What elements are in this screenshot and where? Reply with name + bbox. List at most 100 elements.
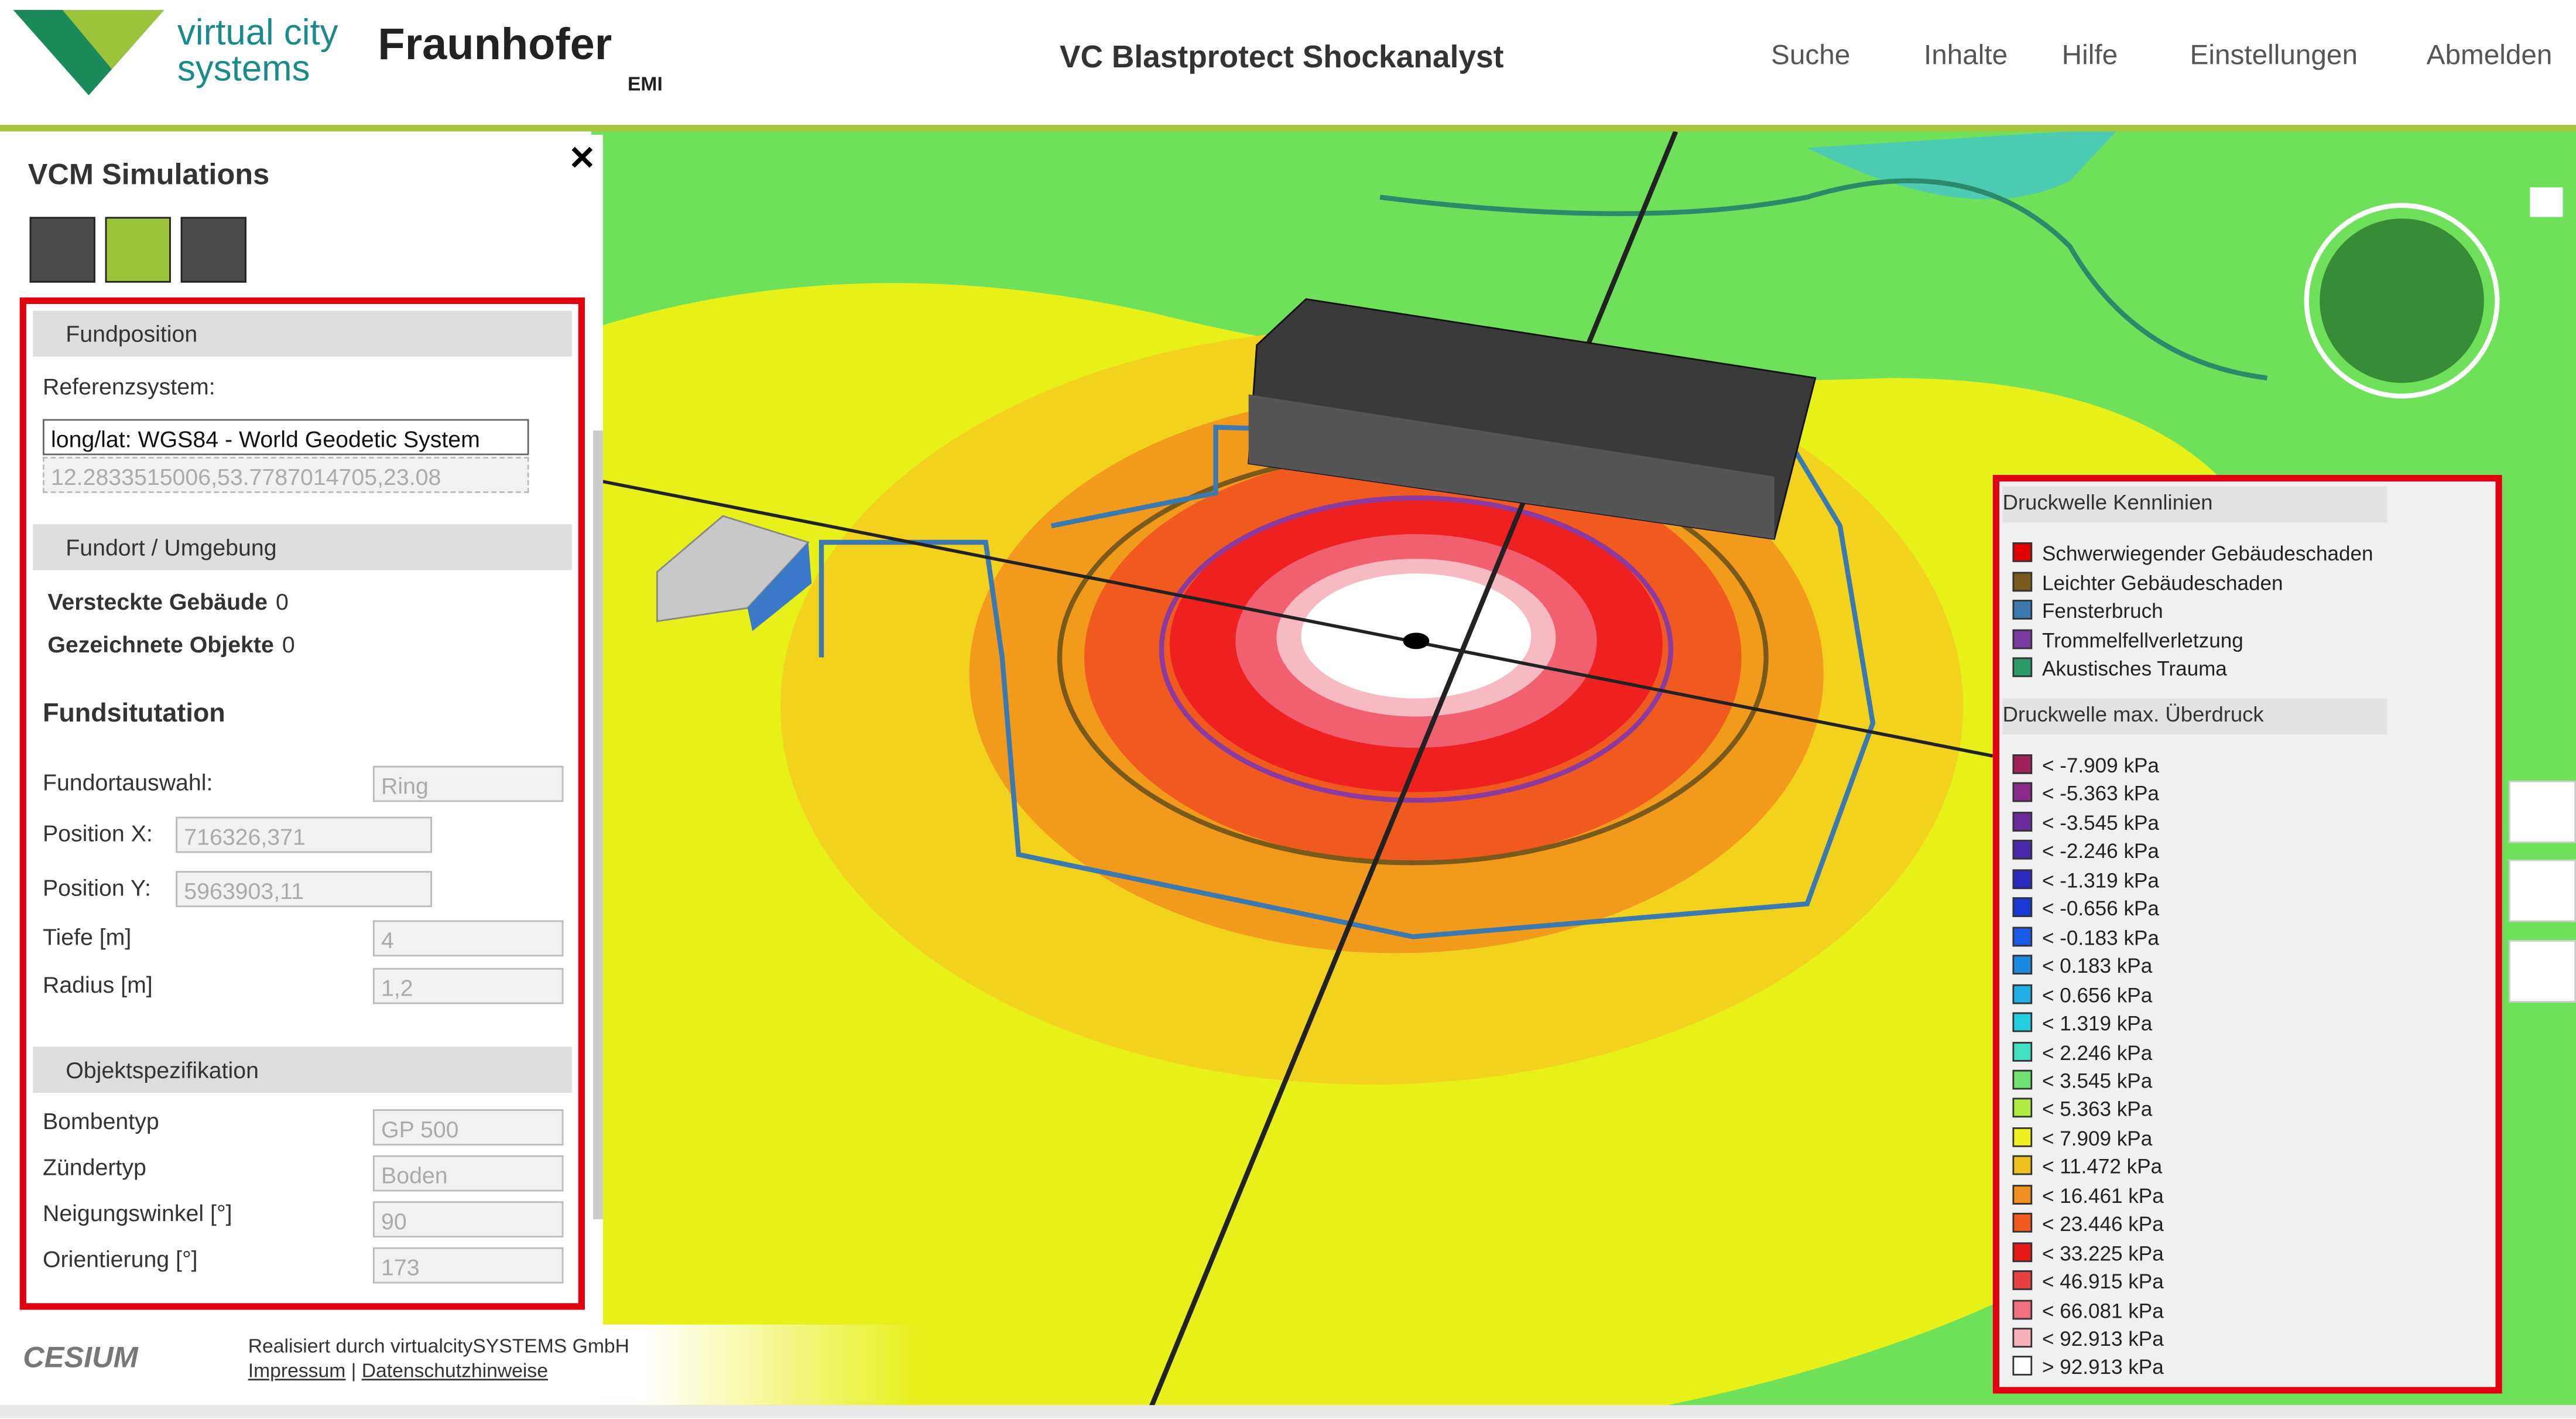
section-header[interactable]: Objektspezifikation [33, 1047, 572, 1093]
section-header[interactable]: Fundposition [33, 310, 572, 357]
legend-item: < 7.909 kPa [2012, 1126, 2152, 1154]
field-input[interactable]: 173 [372, 1247, 564, 1284]
legend-item: Trommelfellverletzung [2012, 627, 2243, 655]
field-input[interactable]: 4 [372, 920, 564, 957]
logo-text: virtual city [177, 11, 338, 53]
link[interactable]: Datenschutzhinweise [361, 1359, 548, 1382]
swatch [2012, 754, 2033, 774]
field-label: Tiefe [m] [42, 924, 132, 950]
field-label: Orientierung [°] [42, 1246, 198, 1272]
legend-item: < -1.319 kPa [2012, 867, 2159, 895]
field-input[interactable]: GP 500 [372, 1109, 564, 1146]
legend-label: < -7.909 kPa [2042, 754, 2159, 778]
logo-icon [13, 9, 165, 95]
nav-item[interactable]: Suche [1770, 39, 1851, 71]
legend-label: Fensterbruch [2042, 600, 2163, 623]
list-tab[interactable] [29, 217, 95, 283]
legend-item: < -5.363 kPa [2012, 781, 2159, 809]
legend-label: < 46.915 kPa [2042, 1270, 2164, 1294]
nav-item[interactable]: Abmelden [2426, 39, 2553, 71]
legend-label: < 0.656 kPa [2042, 983, 2153, 1007]
swatch [2012, 1184, 2033, 1205]
swatch [2012, 869, 2033, 889]
legend-item: < -0.656 kPa [2012, 896, 2159, 924]
section-header[interactable]: Fundort / Umgebung [33, 524, 572, 570]
legend-label: < 11.472 kPa [2042, 1155, 2163, 1179]
nav-item[interactable]: Hilfe [2061, 39, 2118, 71]
legend-label: < -5.363 kPa [2042, 782, 2159, 806]
panel-title: VCM Simulations [28, 158, 270, 191]
field-input[interactable]: 716326,371 [176, 816, 433, 853]
link[interactable]: Impressum [248, 1359, 346, 1382]
nav-item[interactable]: Einstellungen [2190, 39, 2358, 71]
legend-item: < 1.319 kPa [2012, 1011, 2152, 1039]
legend-item: < 11.472 kPa [2012, 1154, 2162, 1182]
legend-item: Leichter Gebäudeschaden [2012, 569, 2283, 597]
legend-item: < 66.081 kPa [2012, 1298, 2164, 1326]
layers-button[interactable] [2508, 940, 2576, 1003]
swatch [2012, 1069, 2033, 1090]
grid-button[interactable] [2508, 859, 2576, 922]
field-input[interactable]: Ring [372, 765, 564, 802]
swatch [2012, 811, 2033, 832]
swatch [2012, 657, 2033, 678]
legend-item: < 5.363 kPa [2012, 1097, 2152, 1125]
swatch [2012, 1356, 2033, 1376]
legend-item: < -7.909 kPa [2012, 753, 2159, 781]
footer: CESIUM Realisiert durch virtualcitySYSTE… [0, 1324, 920, 1406]
field-label: Neigungswinkel [°] [42, 1199, 232, 1226]
legend-item: Schwerwiegender Gebäudeschaden [2012, 541, 2373, 569]
swatch [2012, 955, 2033, 975]
legend-item: < 2.246 kPa [2012, 1040, 2152, 1068]
nav-item[interactable]: Inhalte [1923, 39, 2008, 71]
legend-label: < -3.545 kPa [2042, 811, 2159, 835]
info-label: Versteckte Gebäude [47, 588, 268, 615]
swatch [2012, 1012, 2033, 1032]
legend-label: Schwerwiegender Gebäudeschaden [2042, 542, 2373, 566]
field-input[interactable]: 1,2 [372, 967, 564, 1004]
swatch [2012, 1328, 2033, 1348]
settings-tab[interactable] [180, 217, 246, 283]
highlight-box [19, 297, 585, 1310]
legend-item: < 0.656 kPa [2012, 982, 2152, 1010]
legend-label: < 3.545 kPa [2042, 1069, 2153, 1093]
close-button[interactable]: ✕ [568, 141, 596, 178]
legend-item: > 92.913 kPa [2012, 1355, 2164, 1383]
field-input[interactable]: Boden [372, 1155, 564, 1192]
legend-label: Trommelfellverletzung [2042, 628, 2243, 652]
legend-label: < 1.319 kPa [2042, 1012, 2153, 1035]
legend-item: < 3.545 kPa [2012, 1068, 2152, 1096]
legend-label: < -0.183 kPa [2042, 926, 2159, 950]
info-label: Gezeichnete Objekte [47, 631, 274, 658]
field-input[interactable]: 5963903,11 [176, 871, 433, 907]
swatch [2012, 983, 2033, 1004]
header: virtual city systems Fraunhofer EMI VC B… [0, 0, 2576, 132]
map-tab[interactable] [105, 217, 171, 283]
swatch [2012, 1270, 2033, 1291]
legend-label: < 5.363 kPa [2042, 1098, 2153, 1121]
swatch [2012, 1299, 2033, 1319]
legend-label: > 92.913 kPa [2042, 1356, 2164, 1380]
legend-title: Druckwelle Kennlinien [2002, 486, 2387, 523]
home-button[interactable] [2508, 780, 2576, 843]
field-label: Radius [m] [42, 971, 153, 998]
swatch [2012, 782, 2033, 803]
legend-label: < -1.319 kPa [2042, 869, 2159, 893]
legend-label: < 0.183 kPa [2042, 955, 2153, 979]
field-label: Referenzsystem: [42, 372, 215, 399]
select[interactable]: long/lat: WGS84 - World Geodetic System [42, 419, 529, 456]
field-label: Position Y: [42, 874, 151, 901]
scrollbar [593, 430, 603, 1220]
legend-label: < 7.909 kPa [2042, 1127, 2153, 1150]
legend-item: < 23.446 kPa [2012, 1212, 2164, 1240]
legend-item: < 16.461 kPa [2012, 1183, 2164, 1211]
field-input[interactable]: 90 [372, 1201, 564, 1238]
legend-label: < -0.656 kPa [2042, 897, 2159, 921]
legend-item: Fensterbruch [2012, 598, 2163, 626]
swatch [2012, 1155, 2033, 1176]
info-value: 0 [276, 588, 289, 615]
cesium-logo: CESIUM [23, 1341, 138, 1374]
swatch [2012, 1213, 2033, 1233]
